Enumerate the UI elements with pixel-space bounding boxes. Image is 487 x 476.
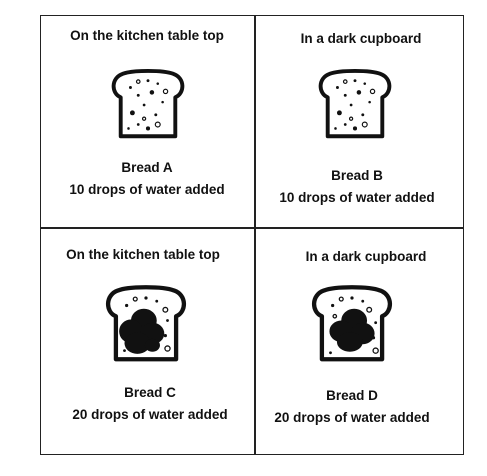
cell-c-location: On the kitchen table top (66, 247, 220, 262)
bread-c-slice-icon (103, 284, 189, 375)
bread-c-name: Bread C (124, 385, 176, 400)
bread-b-name: Bread B (331, 168, 383, 183)
mold-patch (119, 308, 165, 354)
bread-b-slice-icon (316, 68, 394, 151)
bread-a-slice-icon (109, 68, 187, 151)
grid-divider-horizontal (40, 227, 464, 229)
cell-a-location: On the kitchen table top (70, 28, 224, 43)
cell-b-location: In a dark cupboard (300, 31, 422, 46)
bread-c-water: 20 drops of water added (72, 407, 228, 422)
bread-a-water: 10 drops of water added (69, 182, 225, 197)
bread-d-slice-icon (309, 284, 395, 375)
cell-d-location: In a dark cupboard (305, 249, 427, 264)
bread-d-water: 20 drops of water added (274, 410, 430, 425)
bread-b-water: 10 drops of water added (279, 190, 435, 205)
bread-a-name: Bread A (121, 160, 173, 175)
experiment-grid (40, 15, 464, 455)
grid-divider-vertical (254, 15, 256, 455)
mold-patch (329, 308, 375, 352)
bread-d-name: Bread D (326, 388, 378, 403)
